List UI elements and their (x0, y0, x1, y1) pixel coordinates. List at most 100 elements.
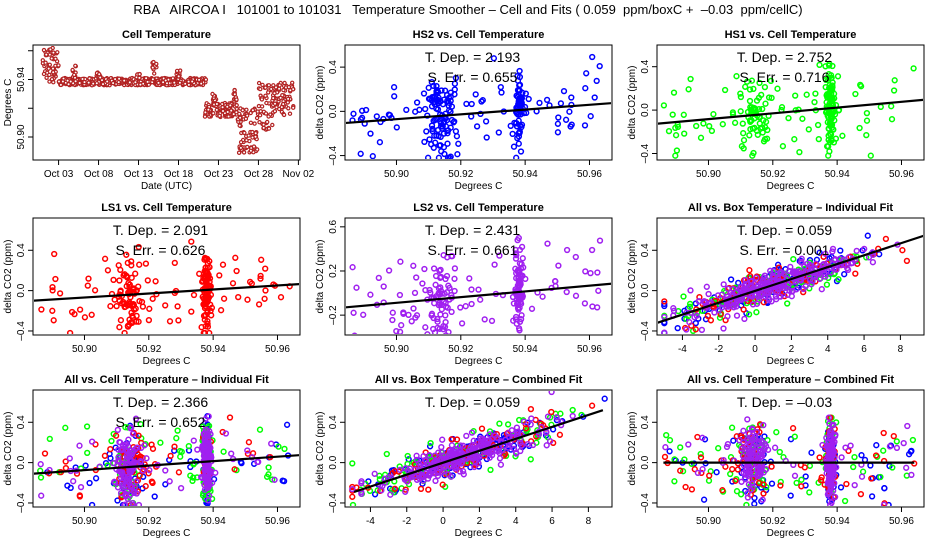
data-point (835, 276, 842, 283)
data-point (742, 476, 749, 483)
data-point (119, 460, 126, 468)
data-point (900, 439, 907, 447)
data-point (705, 477, 713, 484)
data-point (747, 283, 754, 290)
data-point (451, 80, 459, 87)
fit-annotation: S. Err. = 0.661 (428, 242, 518, 258)
data-point (385, 111, 393, 118)
data-point (718, 291, 726, 298)
data-point (685, 441, 692, 448)
data-point (88, 438, 96, 445)
data-point (263, 93, 268, 99)
data-point (808, 449, 815, 456)
data-point (677, 444, 684, 451)
data-point (440, 452, 447, 459)
data-point (251, 144, 257, 149)
data-point (593, 77, 600, 85)
data-point (41, 47, 47, 53)
data-point (137, 75, 142, 81)
data-point (133, 444, 141, 451)
data-point (524, 440, 531, 448)
data-point (142, 483, 149, 490)
data-point (548, 391, 555, 396)
data-point (802, 473, 809, 480)
data-point (556, 431, 564, 438)
data-point (791, 472, 799, 479)
data-point (800, 285, 807, 293)
data-point (133, 478, 140, 485)
data-point (681, 130, 688, 137)
data-point (671, 478, 678, 485)
fit-annotation: S. Err. = 0.001 (740, 242, 830, 258)
data-point (410, 262, 417, 269)
data-point (517, 439, 524, 447)
data-point (488, 317, 496, 325)
data-point (753, 274, 760, 281)
data-point (151, 493, 158, 500)
data-point (746, 97, 754, 105)
y-tick-label: 0.2 (328, 264, 339, 278)
data-point (73, 63, 78, 69)
data-point (453, 436, 461, 443)
data-point (234, 97, 239, 102)
panel-hs1-vs-cell: HS1 vs. Cell Temperature 50.90 50.92 50.94 5… (627, 29, 925, 192)
data-point (444, 130, 451, 137)
data-point (477, 438, 485, 446)
fit-annotation: T. Dep. = 0.059 (737, 222, 833, 238)
data-point (84, 282, 91, 289)
data-point (350, 110, 357, 117)
data-point (277, 83, 282, 88)
fit-annotation: T. Dep. = 2.193 (425, 49, 521, 65)
data-point (124, 443, 132, 450)
data-point (688, 486, 696, 493)
data-point (425, 486, 432, 493)
data-point (186, 82, 192, 88)
data-point (424, 154, 432, 159)
data-point (903, 464, 910, 471)
data-point (513, 296, 521, 303)
data-point (262, 265, 269, 272)
y-tick-label: 0.0 (328, 104, 339, 118)
x-tick-label: -2 (714, 344, 723, 355)
data-point (687, 287, 694, 294)
data-point (241, 150, 247, 155)
data-point (146, 467, 153, 474)
data-point (877, 103, 884, 111)
data-point (135, 501, 143, 506)
x-tick-label: 50.90 (72, 516, 97, 527)
data-point (70, 478, 77, 485)
data-point (661, 300, 668, 308)
data-point (739, 120, 746, 127)
data-point (760, 421, 767, 429)
data-point (743, 78, 751, 85)
data-point (52, 275, 59, 283)
data-point (149, 295, 156, 302)
data-point (358, 107, 366, 114)
data-point (88, 311, 95, 318)
data-point (446, 462, 454, 469)
data-point (517, 111, 524, 118)
data-point (257, 272, 264, 280)
data-point (515, 273, 522, 280)
data-point (186, 79, 191, 84)
data-point (748, 436, 755, 443)
data-point (694, 433, 701, 441)
data-point (661, 329, 668, 334)
data-point (172, 80, 177, 85)
data-point (852, 270, 859, 277)
data-point (373, 113, 380, 120)
data-point (447, 473, 455, 480)
data-point (821, 270, 828, 278)
data-point (468, 300, 475, 308)
data-point (137, 71, 142, 77)
data-point (402, 465, 409, 472)
data-point (811, 272, 818, 279)
data-point (136, 261, 143, 268)
data-point (62, 464, 70, 472)
data-point (447, 153, 454, 159)
data-point (404, 452, 411, 460)
x-tick-label: 50.90 (72, 344, 97, 355)
data-point (77, 483, 85, 491)
data-point (432, 139, 439, 146)
y-tick-label: –0.4 (640, 143, 651, 163)
